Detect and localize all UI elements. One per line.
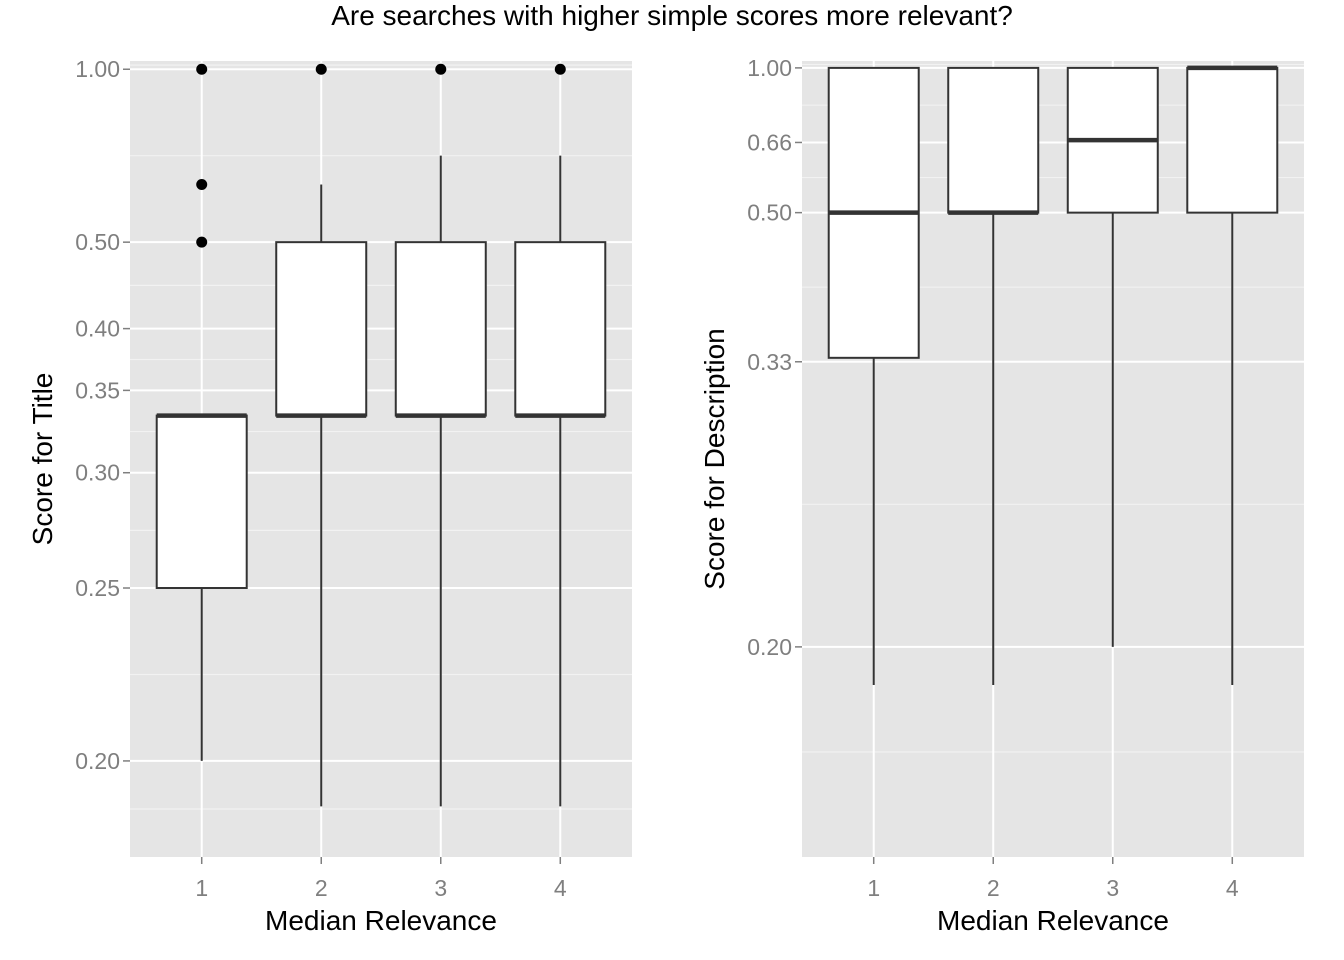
outlier-point <box>196 63 208 75</box>
box-category-3 <box>394 63 487 807</box>
x-tick-label: 1 <box>195 875 208 901</box>
y-tick-label: 0.66 <box>747 129 792 155</box>
outlier-point <box>196 236 208 248</box>
iqr-box <box>394 241 487 417</box>
iqr-box <box>275 241 368 417</box>
box-category-3 <box>1066 66 1159 647</box>
y-tick-label: 1.00 <box>75 56 120 82</box>
outlier-point <box>315 63 327 75</box>
iqr-box <box>514 241 607 417</box>
iqr-box <box>1186 66 1279 214</box>
box-category-2 <box>947 66 1040 685</box>
outlier-point <box>196 179 208 191</box>
y-tick-label: 0.50 <box>75 229 120 255</box>
iqr-box <box>155 414 248 590</box>
y-axis-label: Score for Description <box>699 328 730 589</box>
title-score-panel: 1.00 0.50 0.40 0.35 0.30 0.25 0.20 1 2 3 4 Median R… <box>27 56 632 936</box>
outlier-point <box>554 63 566 75</box>
box-category-4 <box>514 63 607 807</box>
x-tick-label: 2 <box>315 875 328 901</box>
y-tick-label: 0.40 <box>75 316 120 342</box>
y-tick-label: 0.35 <box>75 377 120 403</box>
y-tick-label: 1.00 <box>747 55 792 81</box>
iqr-box <box>947 66 1040 214</box>
y-tick-label: 0.33 <box>747 349 792 375</box>
y-axis-label: Score for Title <box>27 373 58 546</box>
y-tick-label: 0.30 <box>75 460 120 486</box>
box-category-2 <box>275 63 368 807</box>
chart-title: Are searches with higher simple scores m… <box>331 0 1013 31</box>
outlier-point <box>435 63 447 75</box>
x-axis-label: Median Relevance <box>265 905 497 936</box>
description-score-panel: 1.00 0.66 0.50 0.33 0.20 1 2 3 4 Median Relevance… <box>699 55 1304 936</box>
y-tick-label: 0.25 <box>75 575 120 601</box>
x-tick-label: 3 <box>1106 875 1119 901</box>
x-axis-label: Median Relevance <box>937 905 1169 936</box>
x-tick-label: 4 <box>554 875 567 901</box>
y-tick-label: 0.20 <box>75 748 120 774</box>
box-category-4 <box>1186 65 1279 685</box>
x-tick-label: 4 <box>1226 875 1239 901</box>
y-tick-label: 0.20 <box>747 634 792 660</box>
box-category-1 <box>155 63 248 761</box>
y-tick-label: 0.50 <box>747 200 792 226</box>
x-tick-label: 2 <box>987 875 1000 901</box>
box-category-1 <box>827 66 920 685</box>
x-tick-label: 1 <box>867 875 880 901</box>
x-tick-label: 3 <box>434 875 447 901</box>
